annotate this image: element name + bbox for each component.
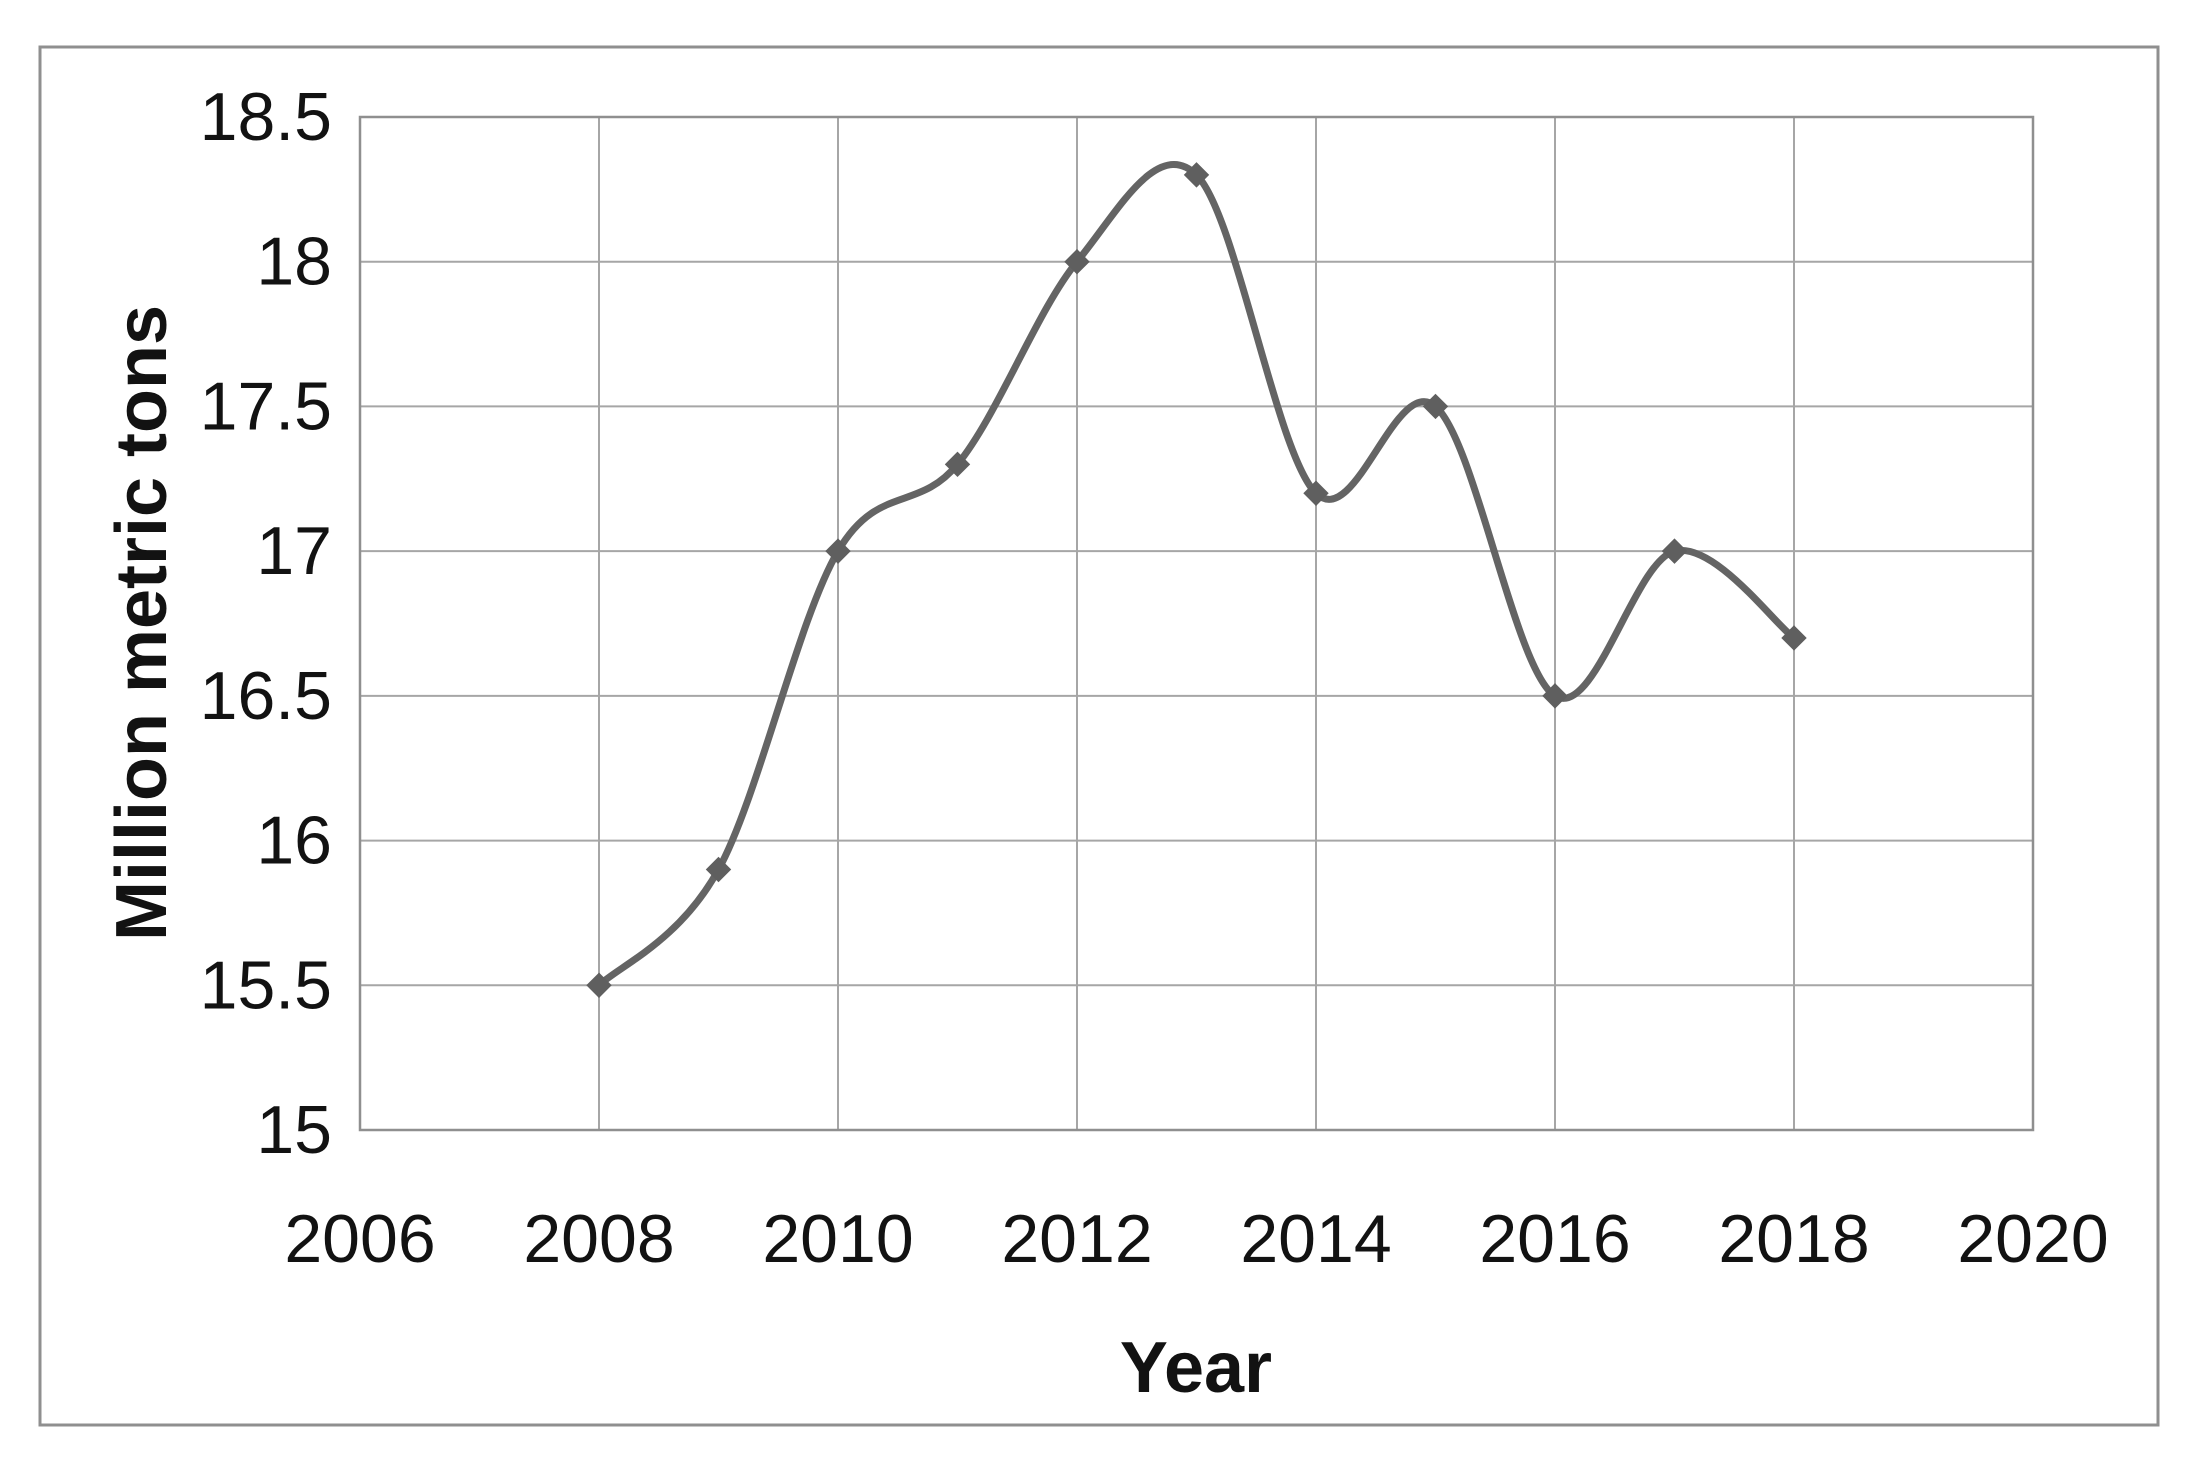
data-point-marker [1303,480,1329,506]
figure-border [38,45,2160,1427]
data-point-marker [1781,625,1807,651]
x-tick-label: 2016 [1479,1201,1630,1277]
y-tick-label: 15 [256,1092,332,1168]
data-point-marker [1183,162,1210,188]
y-tick-label: 18.5 [200,79,332,155]
y-tick-label: 16 [256,803,332,879]
data-point-marker [586,972,612,998]
x-tick-label: 2012 [1001,1201,1152,1277]
x-tick-label: 2008 [523,1201,674,1277]
y-tick-label: 18 [256,224,332,300]
x-tick-label: 2014 [1240,1201,1391,1277]
y-axis-title: Million metric tons [102,305,182,941]
data-point-marker [1542,683,1568,709]
y-tick-label: 17 [256,513,332,589]
x-tick-label: 2018 [1718,1201,1869,1277]
series-line [595,160,1798,989]
x-tick-label: 2006 [284,1201,435,1277]
data-point-marker [1661,538,1688,564]
y-tick-label: 16.5 [200,658,332,734]
data-point-marker [705,856,732,883]
x-tick-label: 2010 [762,1201,913,1277]
tick-labels: 2006 2008 2010 2012 2014 2016 2018 2020 15 15.5 16… [200,79,2109,1277]
x-axis-title: Year [1120,1328,1272,1408]
y-tick-label: 17.5 [200,368,332,444]
data-point-marker [1064,249,1090,275]
data-point-marker [944,451,971,478]
x-tick-label: 2020 [1957,1201,2108,1277]
data-point-marker [825,538,851,564]
y-tick-label: 15.5 [200,947,332,1023]
data-series [586,160,1807,998]
plot-area-border [358,115,2035,1132]
data-point-marker [1422,393,1449,420]
